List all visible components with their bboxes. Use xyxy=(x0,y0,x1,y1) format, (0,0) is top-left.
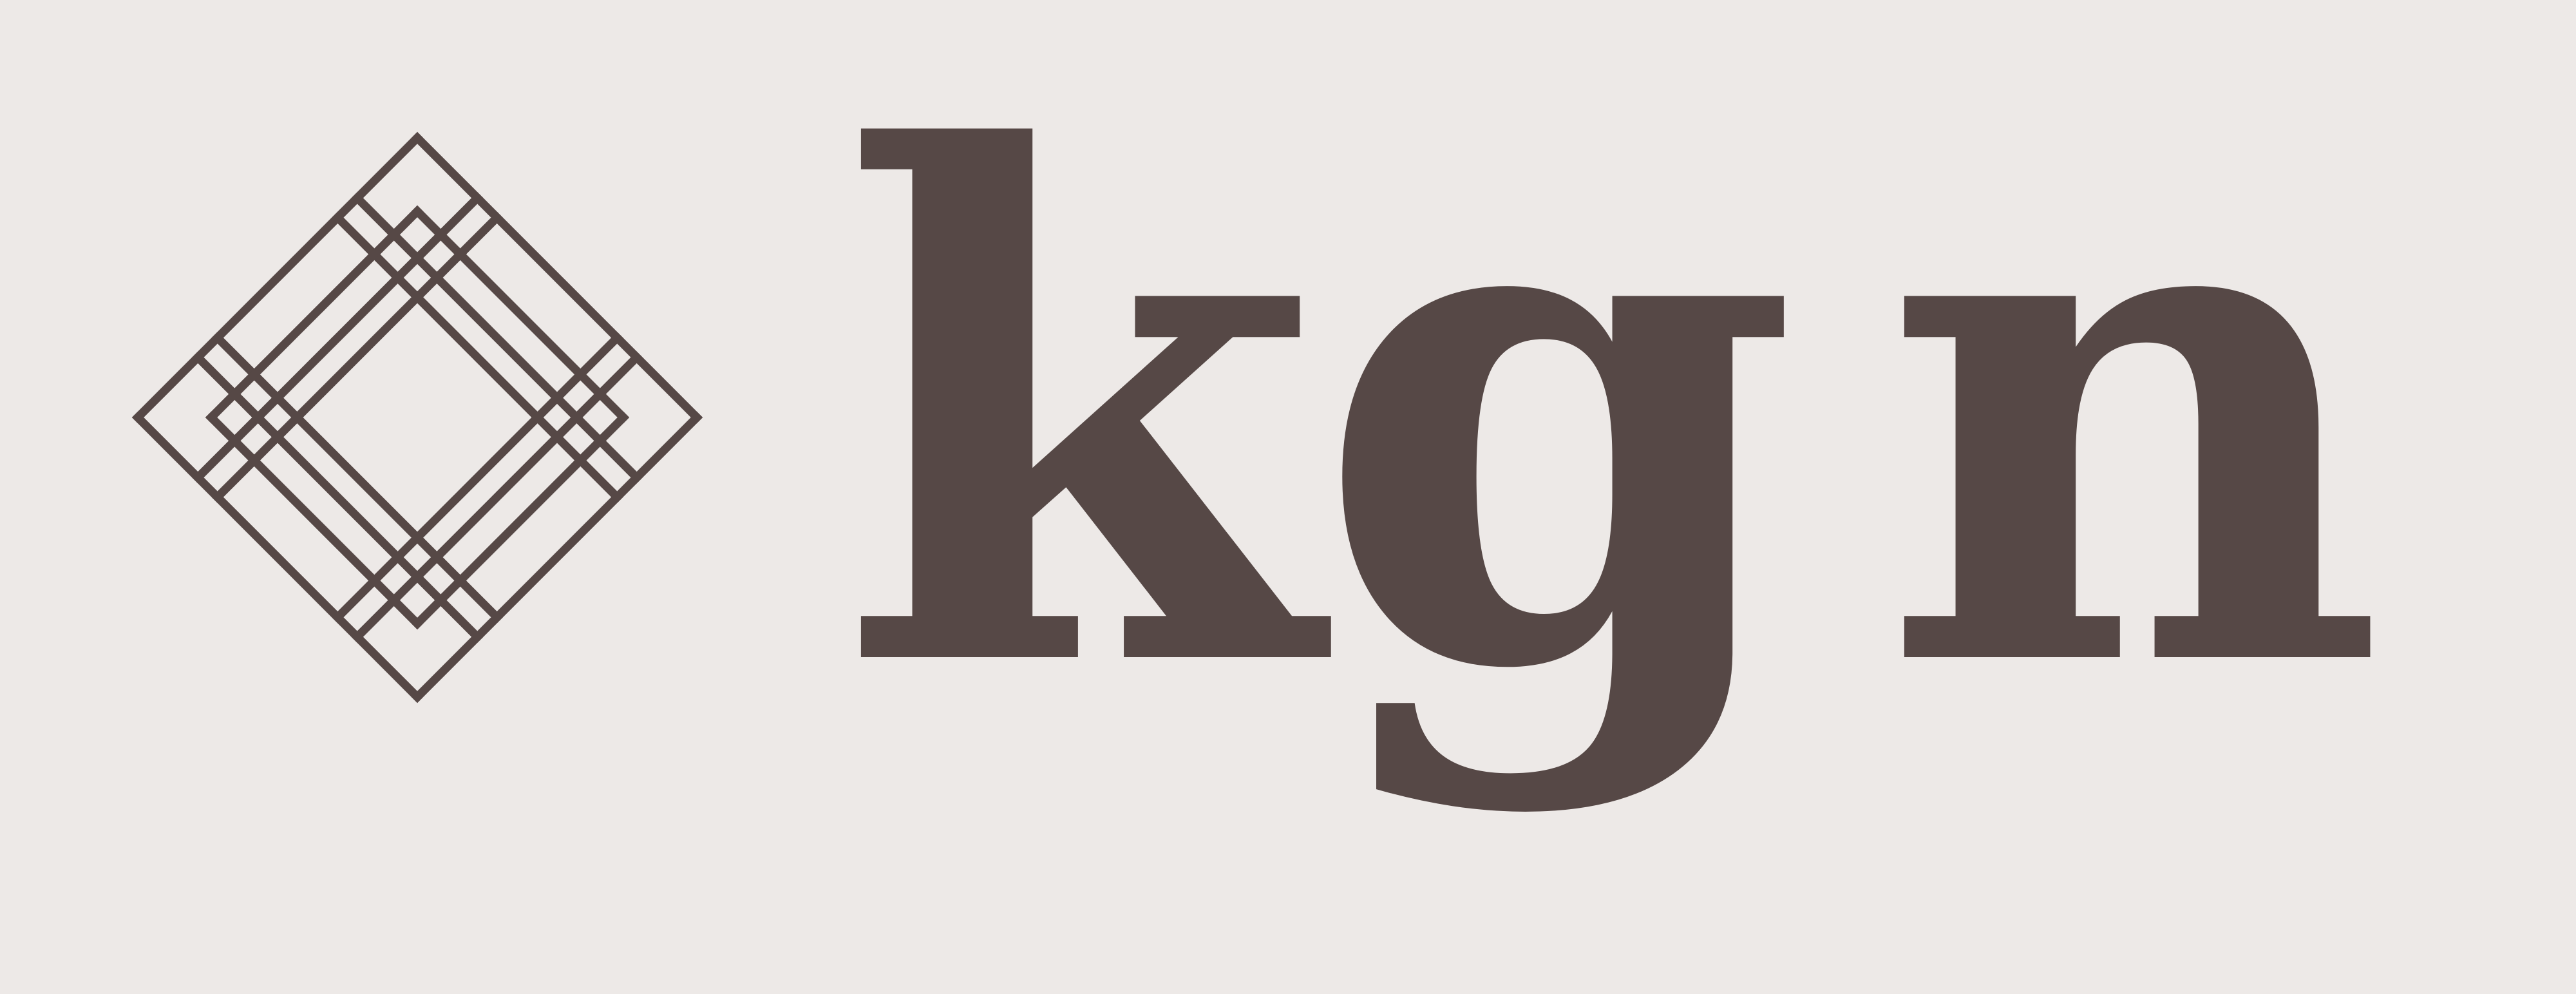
diamond-grid-line xyxy=(351,192,643,484)
diamond-inner-edge xyxy=(205,411,424,630)
diamond-outer-edge xyxy=(411,411,703,703)
diamond-outer-edge xyxy=(131,131,424,424)
wordmark-letter-g: g xyxy=(1314,77,1800,821)
diamond-inner-edge xyxy=(411,411,630,630)
diamond-outer-edge xyxy=(411,131,703,424)
wordmark-letter-n: n xyxy=(1880,77,2386,821)
diamond-grid-line xyxy=(211,211,503,503)
diamond-grid-line xyxy=(192,192,484,484)
wordmark-letter-k: k xyxy=(837,77,1337,821)
diamond-grid-line xyxy=(351,351,643,643)
diamond-inner-edge xyxy=(205,205,424,424)
diamond-grid-line xyxy=(211,332,503,624)
diamond-grid-line xyxy=(332,332,623,624)
diamond-inner-edge xyxy=(411,205,630,424)
diamond-outer-edge xyxy=(131,411,424,703)
diamond-lattice-icon xyxy=(131,131,703,703)
wordmark: k g n xyxy=(837,77,2386,821)
diamond-grid-line xyxy=(332,211,623,503)
diamond-grid-line xyxy=(192,351,484,643)
